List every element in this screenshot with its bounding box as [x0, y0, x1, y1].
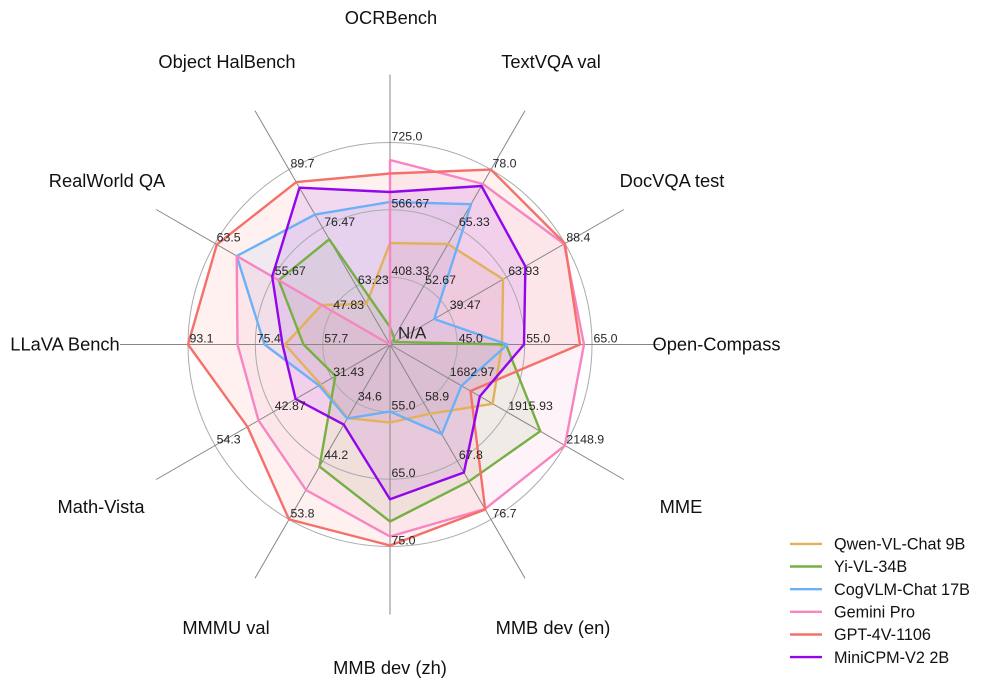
svg-text:1682.97: 1682.97 [450, 365, 495, 379]
svg-text:58.9: 58.9 [425, 390, 449, 404]
svg-text:44.2: 44.2 [324, 448, 348, 462]
svg-text:725.0: 725.0 [392, 129, 423, 143]
svg-text:Open-Compass: Open-Compass [652, 334, 780, 355]
svg-text:TextVQA val: TextVQA val [501, 51, 601, 72]
svg-text:MMMU val: MMMU val [182, 617, 269, 638]
svg-text:2148.9: 2148.9 [566, 432, 604, 446]
svg-text:31.43: 31.43 [333, 365, 364, 379]
svg-text:78.0: 78.0 [493, 157, 517, 171]
svg-text:63.23: 63.23 [358, 273, 389, 287]
svg-text:LLaVA Bench: LLaVA Bench [10, 334, 119, 355]
svg-text:75.0: 75.0 [392, 533, 416, 547]
svg-text:34.6: 34.6 [358, 390, 382, 404]
svg-text:CogVLM-Chat 17B: CogVLM-Chat 17B [834, 581, 970, 599]
svg-text:Qwen-VL-Chat 9B: Qwen-VL-Chat 9B [834, 536, 965, 554]
svg-text:42.87: 42.87 [275, 399, 306, 413]
svg-text:67.8: 67.8 [459, 448, 483, 462]
svg-text:57.7: 57.7 [324, 331, 348, 345]
svg-text:Yi-VL-34B: Yi-VL-34B [834, 558, 907, 576]
svg-text:53.8: 53.8 [291, 506, 315, 520]
svg-text:55.0: 55.0 [526, 331, 550, 345]
svg-text:47.83: 47.83 [333, 298, 364, 312]
svg-text:DocVQA test: DocVQA test [620, 170, 725, 191]
svg-text:MME: MME [660, 496, 703, 517]
svg-text:52.67: 52.67 [425, 273, 456, 287]
svg-text:39.47: 39.47 [450, 298, 481, 312]
svg-text:88.4: 88.4 [566, 230, 590, 244]
svg-text:408.33: 408.33 [392, 264, 430, 278]
svg-text:Object HalBench: Object HalBench [158, 51, 295, 72]
svg-text:55.0: 55.0 [392, 399, 416, 413]
svg-text:GPT-4V-1106: GPT-4V-1106 [834, 626, 931, 644]
svg-text:65.33: 65.33 [459, 215, 490, 229]
svg-text:76.47: 76.47 [324, 215, 355, 229]
svg-text:MMB dev (en): MMB dev (en) [496, 617, 611, 638]
svg-text:MiniCPM-V2 2B: MiniCPM-V2 2B [834, 649, 949, 667]
svg-text:Math-Vista: Math-Vista [57, 496, 145, 517]
svg-text:1915.93: 1915.93 [508, 399, 553, 413]
svg-text:566.67: 566.67 [392, 197, 430, 211]
svg-text:63.93: 63.93 [508, 264, 539, 278]
svg-text:55.67: 55.67 [275, 264, 306, 278]
svg-text:RealWorld QA: RealWorld QA [49, 170, 166, 191]
svg-text:76.7: 76.7 [493, 506, 517, 520]
svg-text:65.0: 65.0 [594, 331, 618, 345]
svg-text:89.7: 89.7 [291, 157, 315, 171]
svg-text:MMB dev (zh): MMB dev (zh) [333, 657, 447, 678]
svg-text:93.1: 93.1 [190, 331, 214, 345]
svg-text:65.0: 65.0 [392, 466, 416, 480]
svg-text:45.0: 45.0 [459, 331, 483, 345]
svg-text:54.3: 54.3 [217, 432, 241, 446]
svg-text:63.5: 63.5 [217, 230, 241, 244]
svg-text:Gemini Pro: Gemini Pro [834, 604, 915, 622]
svg-text:N/A: N/A [398, 324, 427, 343]
svg-text:75.4: 75.4 [257, 331, 281, 345]
svg-text:OCRBench: OCRBench [345, 7, 437, 28]
